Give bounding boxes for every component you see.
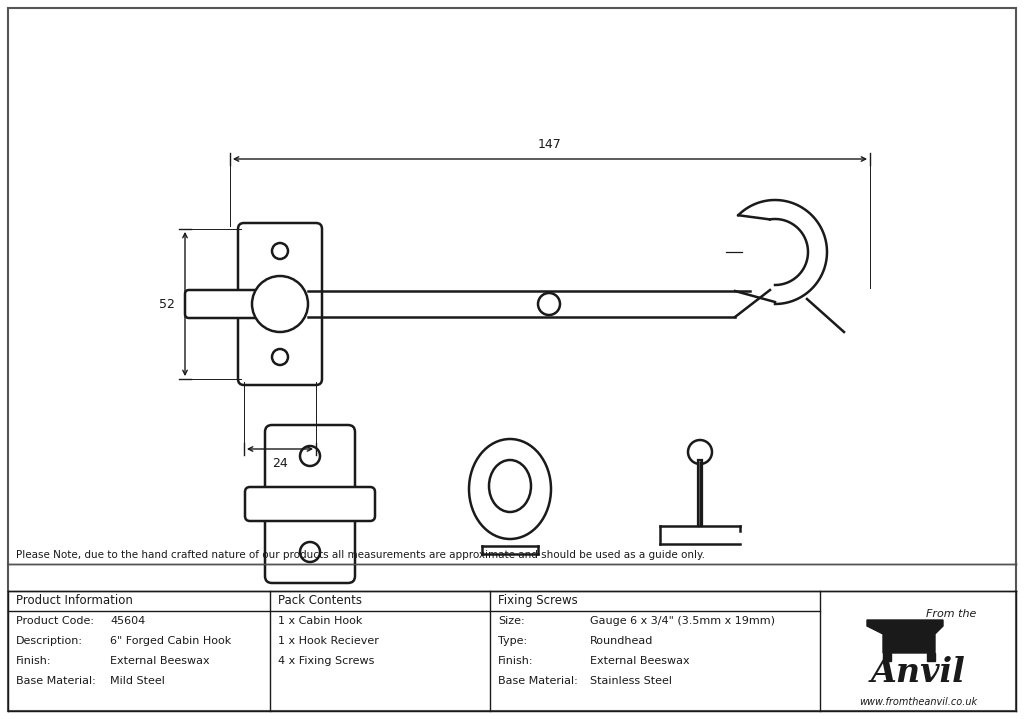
Ellipse shape bbox=[469, 439, 551, 539]
FancyBboxPatch shape bbox=[238, 223, 322, 385]
Text: Finish:: Finish: bbox=[16, 656, 51, 666]
Text: 4 x Fixing Screws: 4 x Fixing Screws bbox=[278, 656, 375, 666]
FancyBboxPatch shape bbox=[185, 290, 263, 318]
Text: Anvil: Anvil bbox=[870, 656, 966, 689]
Text: Pack Contents: Pack Contents bbox=[278, 594, 362, 607]
Text: 24: 24 bbox=[272, 457, 288, 470]
Text: 6" Forged Cabin Hook: 6" Forged Cabin Hook bbox=[110, 636, 231, 646]
Circle shape bbox=[272, 349, 288, 365]
Text: Size:: Size: bbox=[498, 616, 524, 626]
Text: 147: 147 bbox=[539, 138, 562, 151]
FancyBboxPatch shape bbox=[265, 425, 355, 583]
Text: From the: From the bbox=[926, 609, 976, 619]
Circle shape bbox=[272, 243, 288, 259]
Circle shape bbox=[252, 276, 308, 332]
Text: 52: 52 bbox=[159, 298, 175, 311]
Text: Fixing Screws: Fixing Screws bbox=[498, 594, 578, 607]
Circle shape bbox=[300, 446, 319, 466]
Text: Product Code:: Product Code: bbox=[16, 616, 94, 626]
FancyBboxPatch shape bbox=[245, 487, 375, 521]
Text: Please Note, due to the hand crafted nature of our products all measurements are: Please Note, due to the hand crafted nat… bbox=[16, 550, 705, 560]
Circle shape bbox=[688, 440, 712, 464]
Polygon shape bbox=[867, 620, 943, 653]
Text: Gauge 6 x 3/4" (3.5mm x 19mm): Gauge 6 x 3/4" (3.5mm x 19mm) bbox=[590, 616, 775, 626]
Circle shape bbox=[300, 542, 319, 562]
Text: 1 x Cabin Hook: 1 x Cabin Hook bbox=[278, 616, 362, 626]
Ellipse shape bbox=[489, 460, 531, 512]
Text: Product Information: Product Information bbox=[16, 594, 133, 607]
Text: Roundhead: Roundhead bbox=[590, 636, 653, 646]
Text: Mild Steel: Mild Steel bbox=[110, 676, 165, 686]
Polygon shape bbox=[883, 653, 891, 661]
Text: Stainless Steel: Stainless Steel bbox=[590, 676, 672, 686]
Text: 45604: 45604 bbox=[110, 616, 145, 626]
Text: External Beeswax: External Beeswax bbox=[590, 656, 689, 666]
Text: Base Material:: Base Material: bbox=[498, 676, 578, 686]
Circle shape bbox=[538, 293, 560, 315]
Polygon shape bbox=[927, 653, 935, 661]
Text: www.fromtheanvil.co.uk: www.fromtheanvil.co.uk bbox=[859, 697, 977, 707]
Text: Type:: Type: bbox=[498, 636, 527, 646]
Text: 1 x Hook Reciever: 1 x Hook Reciever bbox=[278, 636, 379, 646]
Text: Description:: Description: bbox=[16, 636, 83, 646]
Text: External Beeswax: External Beeswax bbox=[110, 656, 210, 666]
Text: Finish:: Finish: bbox=[498, 656, 534, 666]
Text: Base Material:: Base Material: bbox=[16, 676, 96, 686]
